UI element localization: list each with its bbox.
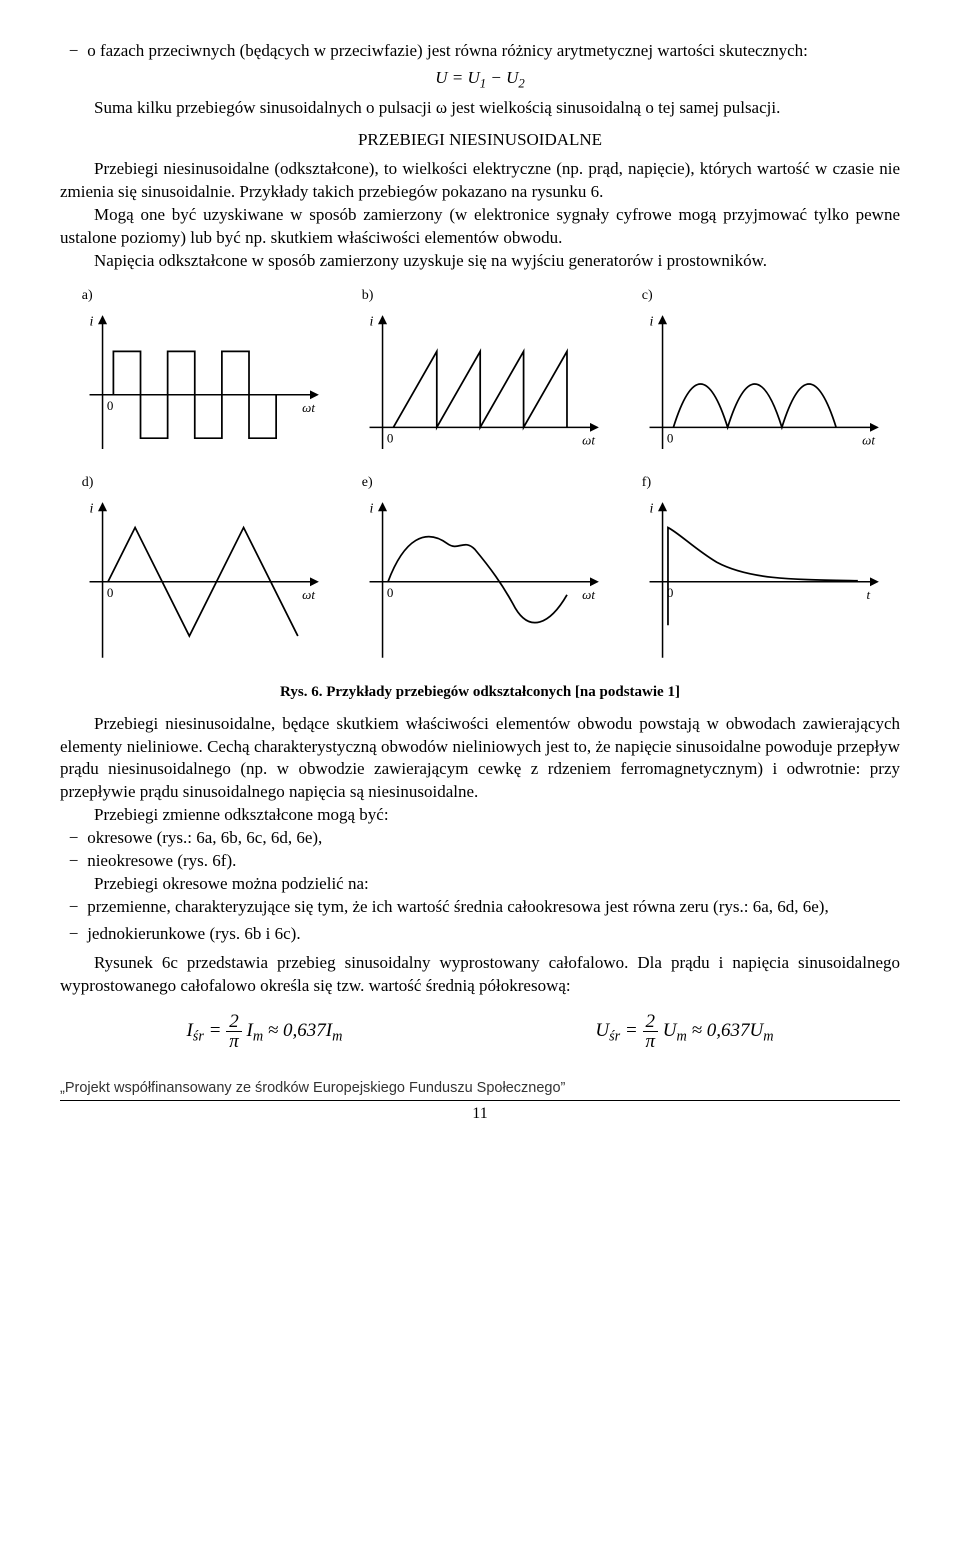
heading-nonsinusoidal: PRZEBIEGI NIESINUSOIDALNE bbox=[60, 129, 900, 152]
figure-row-2: d) i 0 ωt e) i 0 ωt f) i bbox=[60, 474, 900, 668]
para-sum: Suma kilku przebiegów sinusoidalnych o p… bbox=[60, 97, 900, 120]
fig-b-label: b) bbox=[350, 287, 610, 306]
fig-a-label: a) bbox=[70, 287, 330, 306]
svg-text:i: i bbox=[369, 313, 373, 329]
fig-c: c) i 0 ωt bbox=[630, 287, 890, 460]
fig-e-label: e) bbox=[350, 474, 610, 493]
footer-text: „Projekt współfinansowany ze środków Eur… bbox=[60, 1079, 900, 1099]
fig-b: b) i 0 ωt bbox=[350, 287, 610, 460]
fig-f-svg: i 0 t bbox=[630, 495, 890, 669]
para-list-intro-1: Przebiegi zmienne odkształcone mogą być: bbox=[60, 804, 900, 827]
figure-row-1: a) i 0 ωt b) i 0 ωt c) i bbox=[60, 287, 900, 460]
svg-text:ωt: ωt bbox=[582, 587, 595, 602]
fig-a-svg: i 0 ωt bbox=[70, 308, 330, 460]
list-dash: − bbox=[60, 40, 87, 63]
fig-c-label: c) bbox=[630, 287, 890, 306]
formula-row: Iśr = 2π Im ≈ 0,637Im Uśr = 2π Um ≈ 0,63… bbox=[60, 1012, 900, 1051]
svg-text:ωt: ωt bbox=[582, 433, 595, 448]
list-item-periodic: − okresowe (rys.: 6a, 6b, 6c, 6d, 6e), bbox=[60, 827, 900, 850]
para-obtain: Mogą one być uzyskiwane w sposób zamierz… bbox=[60, 204, 900, 250]
fig-b-svg: i 0 ωt bbox=[350, 308, 610, 460]
fig-d-label: d) bbox=[70, 474, 330, 493]
fig-c-svg: i 0 ωt bbox=[630, 308, 890, 460]
formula-I-avg: Iśr = 2π Im ≈ 0,637Im bbox=[186, 1012, 342, 1051]
para-def: Przebiegi niesinusoidalne (odkształcone)… bbox=[60, 158, 900, 204]
para-rectified: Rysunek 6c przedstawia przebieg sinusoid… bbox=[60, 952, 900, 998]
svg-text:i: i bbox=[649, 313, 653, 329]
svg-text:ωt: ωt bbox=[302, 587, 315, 602]
figure-caption: Rys. 6. Przykłady przebiegów odkształcon… bbox=[60, 682, 900, 702]
fig-e-svg: i 0 ωt bbox=[350, 495, 610, 669]
svg-text:0: 0 bbox=[387, 431, 394, 446]
svg-text:ωt: ωt bbox=[302, 400, 315, 415]
list-item-alternating: − przemienne, charakteryzujące się tym, … bbox=[60, 896, 900, 919]
svg-text:i: i bbox=[89, 500, 93, 516]
svg-text:ωt: ωt bbox=[862, 433, 875, 448]
fig-a: a) i 0 ωt bbox=[70, 287, 330, 460]
para-after-fig: Przebiegi niesinusoidalne, będące skutki… bbox=[60, 713, 900, 805]
list-text: o fazach przeciwnych (będących w przeciw… bbox=[87, 40, 900, 63]
list-item-aperiodic: − nieokresowe (rys. 6f). bbox=[60, 850, 900, 873]
svg-text:i: i bbox=[649, 500, 653, 516]
svg-text:i: i bbox=[89, 313, 93, 329]
list-item-unidirectional: − jednokierunkowe (rys. 6b i 6c). bbox=[60, 923, 900, 946]
formula-U-avg: Uśr = 2π Um ≈ 0,637Um bbox=[595, 1012, 773, 1051]
list-item-phase-opposite: − o fazach przeciwnych (będących w przec… bbox=[60, 40, 900, 63]
svg-text:0: 0 bbox=[387, 585, 394, 600]
para-list-intro-2: Przebiegi okresowe można podzielić na: bbox=[60, 873, 900, 896]
page-number: 11 bbox=[60, 1103, 900, 1125]
para-voltage: Napięcia odkształcone w sposób zamierzon… bbox=[60, 250, 900, 273]
fig-d: d) i 0 ωt bbox=[70, 474, 330, 668]
svg-text:0: 0 bbox=[107, 585, 114, 600]
formula-u: U = U1 − U2 bbox=[60, 67, 900, 93]
footer-rule bbox=[60, 1100, 900, 1101]
svg-text:0: 0 bbox=[107, 398, 114, 413]
fig-d-svg: i 0 ωt bbox=[70, 495, 330, 669]
fig-e: e) i 0 ωt bbox=[350, 474, 610, 668]
svg-text:0: 0 bbox=[667, 431, 674, 446]
fig-f: f) i 0 t bbox=[630, 474, 890, 668]
svg-text:i: i bbox=[369, 500, 373, 516]
fig-f-label: f) bbox=[630, 474, 890, 493]
svg-text:t: t bbox=[866, 587, 870, 602]
